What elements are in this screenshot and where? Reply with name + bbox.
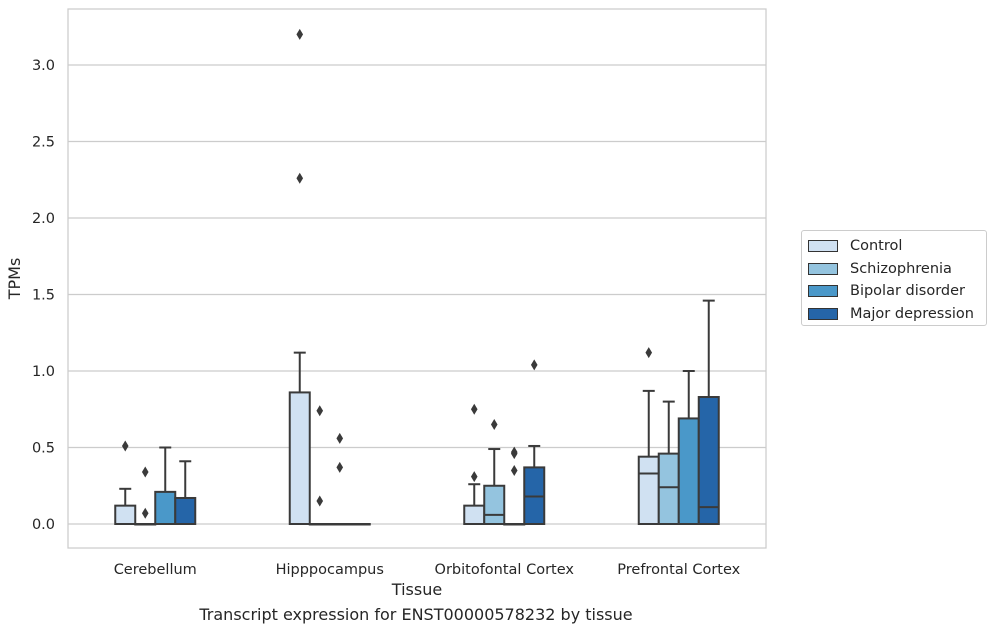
box <box>174 496 197 525</box>
y-axis-tick-labels: 0.0 0.5 1.0 1.5 2.0 2.5 3.0 <box>32 58 55 533</box>
legend-label: Bipolar disorder <box>850 283 965 299</box>
outlier-point <box>141 507 149 519</box>
y-tick-label: 2.5 <box>32 135 55 151</box>
box-groups <box>114 28 720 526</box>
x-tick-label: Cerebellum <box>114 562 197 578</box>
box <box>483 484 506 525</box>
figure-caption: Transcript expression for ENST0000057823… <box>199 605 633 624</box>
y-tick-label: 2.0 <box>32 211 55 227</box>
box <box>114 504 137 526</box>
outlier-point <box>470 471 478 483</box>
series-major-depression <box>174 299 720 526</box>
x-tick-label: Hipppocampus <box>276 562 384 578</box>
legend-swatch <box>808 262 838 275</box>
outlier-point <box>141 466 149 478</box>
outlier-point <box>490 419 498 431</box>
legend-label: Schizophrenia <box>850 260 952 277</box>
box <box>154 490 177 525</box>
y-tick-label: 1.5 <box>32 288 55 304</box>
x-tick-label: Orbitofontal Cortex <box>435 562 575 578</box>
legend-label: Control <box>850 238 903 254</box>
series-schizophrenia <box>134 400 680 526</box>
legend-swatch <box>808 240 838 252</box>
outlier-point <box>316 495 324 507</box>
outlier-point <box>296 28 304 40</box>
y-gridlines <box>68 64 766 525</box>
box <box>463 504 486 526</box>
outlier-point <box>296 172 304 184</box>
box <box>288 391 311 526</box>
box <box>637 455 660 525</box>
y-tick-label: 3.0 <box>32 58 55 74</box>
x-axis-tick-labels: Cerebellum Hipppocampus Orbitofontal Corte… <box>114 562 741 578</box>
x-tick-label: Prefrontal Cortex <box>617 562 740 578</box>
outlier-point <box>121 440 129 452</box>
y-tick-label: 0.5 <box>32 441 55 457</box>
legend-item: Schizophrenia <box>808 260 952 278</box>
outlier-point <box>510 464 518 476</box>
box <box>677 417 700 525</box>
series-control <box>114 28 660 526</box>
outlier-point <box>645 347 653 359</box>
box <box>697 396 720 526</box>
legend-item: Major depression <box>808 305 974 323</box>
outlier-point <box>470 403 478 415</box>
plot-area-frame <box>67 8 767 549</box>
outlier-point <box>336 461 344 473</box>
outlier-point <box>530 359 538 371</box>
legend-item: Control <box>808 237 902 255</box>
y-tick-label: 1.0 <box>32 364 55 380</box>
legend-swatch <box>808 307 838 320</box>
legend-label: Major depression <box>850 305 974 322</box>
outlier-point <box>316 405 324 417</box>
series-bipolar-disorder <box>154 370 700 526</box>
y-tick-label: 0.0 <box>32 517 55 533</box>
legend-item: Bipolar disorder <box>808 282 965 300</box>
outlier-point <box>336 432 344 444</box>
outlier-point <box>510 446 518 458</box>
y-axis-label: TPMs <box>5 258 24 301</box>
x-axis-label: Tissue <box>391 580 442 599</box>
legend: Control Schizophrenia Bipolar disorder Majo… <box>801 230 987 326</box>
box <box>657 452 680 525</box>
legend-swatch <box>808 285 838 297</box>
